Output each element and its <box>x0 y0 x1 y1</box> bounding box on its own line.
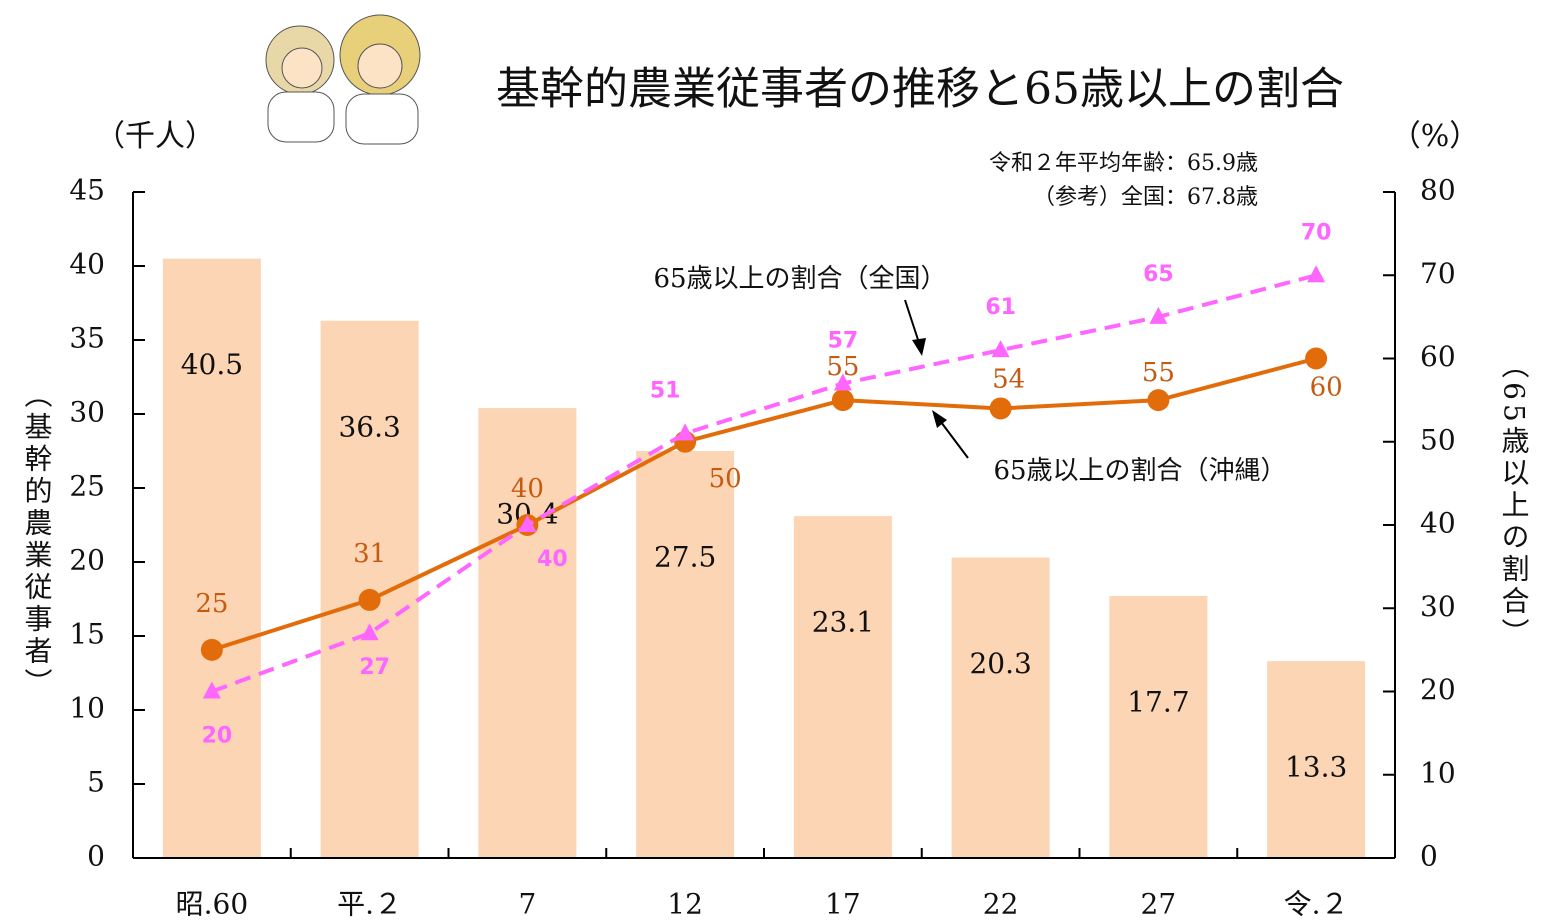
y2-axis-label: （65歳以上の割合） <box>1498 350 1531 650</box>
y-tick-label: 20 <box>69 544 105 577</box>
marker <box>833 373 852 391</box>
annotation: 65歳以上の割合（沖縄） <box>993 456 1286 486</box>
data-label: 60 <box>1310 373 1343 403</box>
marker <box>676 423 695 441</box>
y-tick-label: 0 <box>87 840 105 873</box>
x-tick-label: 27 <box>1141 888 1177 921</box>
data-label: 40 <box>511 474 544 504</box>
x-tick-label: 22 <box>983 888 1019 921</box>
marker <box>360 623 379 641</box>
data-label: 31 <box>353 539 386 569</box>
y2-tick-label: 10 <box>1420 756 1456 789</box>
data-label: 61 <box>985 295 1016 320</box>
y2-unit: （%） <box>1391 119 1480 154</box>
data-label: 57 <box>828 328 859 353</box>
marker <box>989 397 1012 420</box>
note: （参考）全国：67.8歳 <box>1033 185 1258 210</box>
y-tick-label: 5 <box>87 766 105 799</box>
marker <box>200 638 223 661</box>
x-tick-label: 17 <box>825 888 861 921</box>
bar <box>1109 596 1208 858</box>
y2-tick-label: 20 <box>1420 673 1456 706</box>
illustration <box>265 14 421 145</box>
marker <box>1147 389 1170 412</box>
annotation-arrow <box>932 410 947 428</box>
y-tick-label: 10 <box>69 692 105 725</box>
marker <box>1305 347 1328 370</box>
bar-value-label: 23.1 <box>812 606 874 639</box>
bar <box>793 516 892 858</box>
bar <box>951 557 1050 858</box>
y2-tick-label: 0 <box>1420 840 1438 873</box>
y-axis-label: （基幹的農業従事者） <box>21 380 54 700</box>
data-label: 54 <box>992 364 1025 394</box>
annotation-arrow <box>912 338 926 356</box>
chart-title: 基幹的農業従事者の推移と65歳以上の割合 <box>496 64 1344 115</box>
y-tick-label: 45 <box>69 174 105 207</box>
note: 令和２年平均年齢：65.9歳 <box>989 151 1258 176</box>
bar <box>162 258 261 859</box>
annotation: 65歳以上の割合（全国） <box>653 264 946 294</box>
line <box>211 356 1317 652</box>
data-label: 70 <box>1301 220 1332 245</box>
bar-value-label: 20.3 <box>969 647 1031 680</box>
bar <box>636 451 735 858</box>
line <box>211 273 1317 694</box>
y2-tick-label: 30 <box>1420 590 1456 623</box>
y-tick-label: 40 <box>69 248 105 281</box>
bar-value-label: 40.5 <box>181 348 243 381</box>
y2-tick-label: 40 <box>1420 507 1456 540</box>
bar-value-label: 13.3 <box>1285 751 1347 784</box>
y-tick-label: 15 <box>69 618 105 651</box>
data-label: 51 <box>650 378 681 403</box>
bar <box>1267 661 1366 858</box>
y-tick-label: 35 <box>69 322 105 355</box>
y-tick-label: 30 <box>69 396 105 429</box>
data-label: 40 <box>537 547 568 572</box>
y-unit: （千人） <box>95 119 215 154</box>
data-label: 55 <box>1142 358 1175 388</box>
bar-value-label: 36.3 <box>338 410 400 443</box>
x-tick-label: 平.２ <box>337 888 402 921</box>
data-label: 20 <box>202 724 233 749</box>
y2-tick-label: 50 <box>1420 423 1456 456</box>
x-tick-label: 7 <box>518 888 536 921</box>
y2-tick-label: 60 <box>1420 340 1456 373</box>
y-tick-label: 25 <box>69 470 105 503</box>
marker <box>831 389 854 412</box>
x-tick-label: 12 <box>667 888 703 921</box>
bar-value-label: 27.5 <box>654 541 716 574</box>
x-tick-label: 令.２ <box>1284 888 1349 921</box>
marker <box>202 681 221 699</box>
marker <box>1307 265 1326 283</box>
bar <box>478 408 577 858</box>
marker <box>1149 306 1168 324</box>
y2-tick-label: 70 <box>1420 257 1456 290</box>
data-label: 50 <box>709 464 742 494</box>
data-label: 25 <box>195 589 228 619</box>
bar-value-label: 17.7 <box>1127 686 1189 719</box>
x-tick-label: 昭.60 <box>176 888 249 921</box>
marker <box>991 340 1010 358</box>
y2-tick-label: 80 <box>1420 174 1456 207</box>
data-label: 65 <box>1143 262 1174 287</box>
data-label: 27 <box>359 655 390 680</box>
marker <box>518 515 537 532</box>
marker <box>358 588 381 611</box>
